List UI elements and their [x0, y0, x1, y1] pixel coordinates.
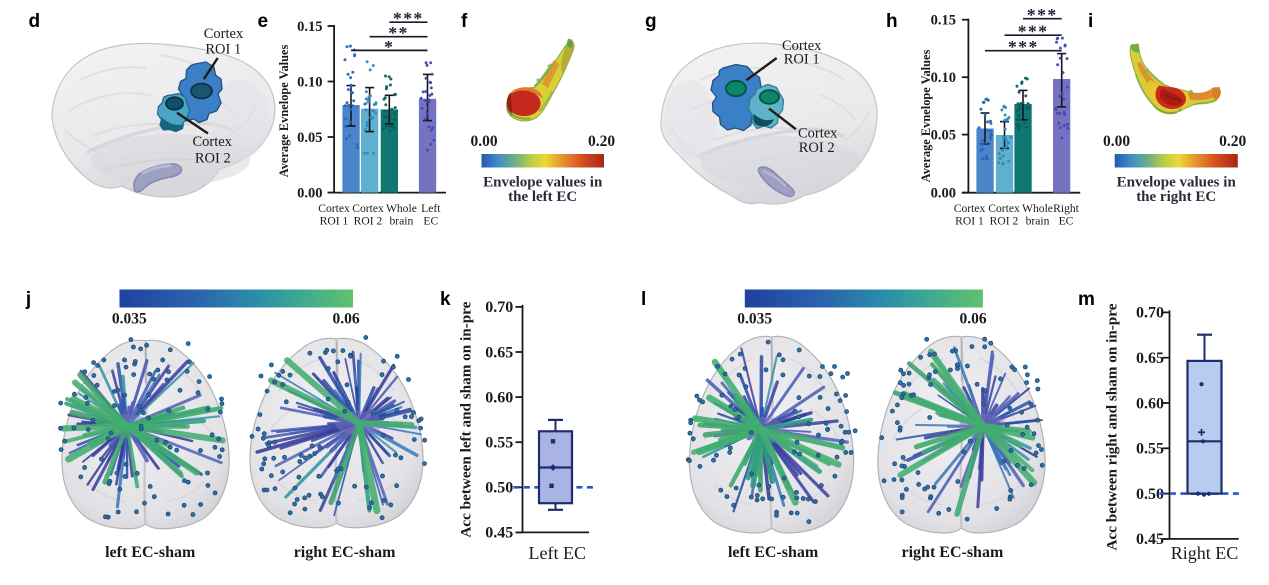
svg-text:0.60: 0.60 [1136, 395, 1164, 412]
svg-text:right EC-sham: right EC-sham [902, 544, 1004, 561]
svg-text:0.45: 0.45 [485, 525, 513, 542]
svg-text:l: l [641, 289, 646, 310]
svg-text:Left: Left [421, 202, 441, 215]
svg-text:Right: Right [1053, 202, 1080, 215]
svg-text:Cortex: Cortex [318, 202, 350, 215]
svg-text:0.55: 0.55 [1136, 441, 1164, 458]
svg-text:0.15: 0.15 [931, 13, 956, 29]
svg-text:*: * [384, 37, 394, 57]
svg-text:**: ** [388, 23, 409, 43]
svg-text:***: *** [393, 9, 424, 29]
svg-text:Cortex: Cortex [192, 134, 232, 150]
svg-text:Cortex: Cortex [782, 38, 822, 54]
svg-text:j: j [25, 289, 31, 310]
svg-text:ROI 1: ROI 1 [784, 51, 820, 67]
svg-text:ROI 2: ROI 2 [354, 214, 383, 227]
svg-text:left EC-sham: left EC-sham [105, 544, 196, 561]
svg-text:the left EC: the left EC [508, 189, 577, 205]
svg-text:Average Evnelope Values: Average Evnelope Values [277, 45, 291, 178]
svg-text:0.55: 0.55 [485, 435, 513, 452]
svg-text:brain: brain [1026, 215, 1050, 228]
svg-text:EC: EC [423, 214, 438, 227]
svg-text:0.70: 0.70 [485, 299, 513, 316]
svg-text:left EC-sham: left EC-sham [728, 544, 819, 561]
svg-text:0.035: 0.035 [112, 311, 147, 328]
svg-text:0.50: 0.50 [1136, 486, 1164, 503]
svg-text:h: h [886, 11, 898, 32]
svg-text:Envelope values in: Envelope values in [483, 175, 603, 191]
svg-text:d: d [29, 11, 41, 32]
svg-text:g: g [645, 11, 657, 32]
svg-text:ROI 2: ROI 2 [799, 140, 835, 156]
svg-text:brain: brain [389, 214, 413, 227]
svg-text:0.15: 0.15 [297, 19, 322, 35]
svg-text:0.10: 0.10 [297, 75, 322, 91]
svg-text:0.65: 0.65 [1136, 350, 1164, 367]
svg-text:the right EC: the right EC [1136, 189, 1216, 205]
svg-text:e: e [258, 11, 269, 32]
svg-text:0.035: 0.035 [737, 311, 772, 328]
svg-text:i: i [1088, 11, 1093, 32]
svg-text:0.50: 0.50 [485, 480, 513, 497]
svg-text:ROI 2: ROI 2 [195, 151, 231, 167]
svg-text:0.00: 0.00 [931, 186, 956, 202]
svg-text:0.00: 0.00 [297, 186, 322, 202]
svg-text:ROI 1: ROI 1 [320, 214, 349, 227]
svg-text:***: *** [1027, 5, 1058, 25]
svg-text:f: f [461, 11, 468, 32]
svg-text:EC: EC [1059, 215, 1074, 228]
svg-text:right EC-sham: right EC-sham [294, 544, 396, 561]
svg-text:***: *** [1008, 37, 1039, 57]
svg-text:Left EC: Left EC [529, 543, 586, 563]
svg-text:0.60: 0.60 [485, 389, 513, 406]
svg-text:Whole: Whole [1022, 202, 1053, 215]
svg-text:Acc between left and sham on i: Acc between left and sham on in-pre [458, 301, 475, 537]
svg-text:0.70: 0.70 [1136, 305, 1164, 322]
svg-text:ROI 2: ROI 2 [990, 215, 1019, 228]
svg-text:Acc between right and sham on: Acc between right and sham on in-pre [1104, 303, 1121, 550]
svg-text:0.20: 0.20 [1219, 133, 1246, 150]
svg-text:m: m [1078, 289, 1095, 310]
svg-text:0.10: 0.10 [931, 70, 956, 86]
svg-text:0.00: 0.00 [470, 133, 497, 150]
svg-text:0.06: 0.06 [959, 311, 986, 328]
svg-text:0.05: 0.05 [931, 128, 956, 144]
svg-text:ROI 1: ROI 1 [955, 215, 984, 228]
svg-text:Cortex: Cortex [798, 126, 838, 142]
svg-text:0.06: 0.06 [332, 311, 359, 328]
svg-text:Envelope values in: Envelope values in [1117, 175, 1237, 191]
svg-text:0.00: 0.00 [1103, 133, 1130, 150]
svg-text:ROI 1: ROI 1 [205, 42, 241, 58]
svg-text:Right EC: Right EC [1171, 543, 1239, 563]
svg-text:0.05: 0.05 [297, 130, 322, 146]
svg-text:Average Evnelope Values: Average Evnelope Values [919, 50, 933, 183]
svg-text:Cortex: Cortex [954, 202, 986, 215]
svg-text:Cortex: Cortex [988, 202, 1020, 215]
svg-text:Cortex: Cortex [352, 202, 384, 215]
svg-text:0.20: 0.20 [588, 133, 615, 150]
svg-text:0.65: 0.65 [485, 344, 513, 361]
svg-text:0.45: 0.45 [1136, 531, 1164, 548]
svg-text:k: k [440, 289, 451, 310]
svg-text:***: *** [1018, 22, 1049, 42]
svg-text:Cortex: Cortex [204, 26, 244, 42]
svg-text:Whole: Whole [386, 202, 417, 215]
